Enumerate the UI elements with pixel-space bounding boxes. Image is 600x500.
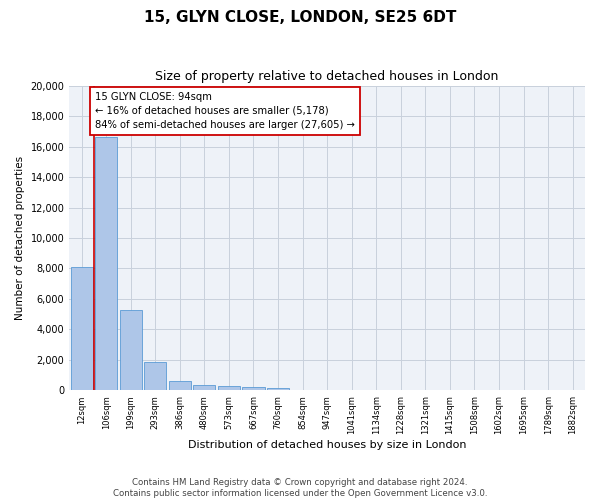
Bar [95,138,117,390]
Bar [267,388,289,390]
Y-axis label: Number of detached properties: Number of detached properties [15,156,25,320]
Bar [71,267,92,390]
X-axis label: Distribution of detached houses by size in London: Distribution of detached houses by size … [188,440,466,450]
Bar [144,362,166,390]
Text: Contains HM Land Registry data © Crown copyright and database right 2024.
Contai: Contains HM Land Registry data © Crown c… [113,478,487,498]
Title: Size of property relative to detached houses in London: Size of property relative to detached ho… [155,70,499,83]
Bar [242,388,265,390]
Bar [169,380,191,390]
Text: 15, GLYN CLOSE, LONDON, SE25 6DT: 15, GLYN CLOSE, LONDON, SE25 6DT [144,10,456,25]
Bar [119,310,142,390]
Text: 15 GLYN CLOSE: 94sqm
← 16% of detached houses are smaller (5,178)
84% of semi-de: 15 GLYN CLOSE: 94sqm ← 16% of detached h… [95,92,355,130]
Bar [193,385,215,390]
Bar [218,386,240,390]
